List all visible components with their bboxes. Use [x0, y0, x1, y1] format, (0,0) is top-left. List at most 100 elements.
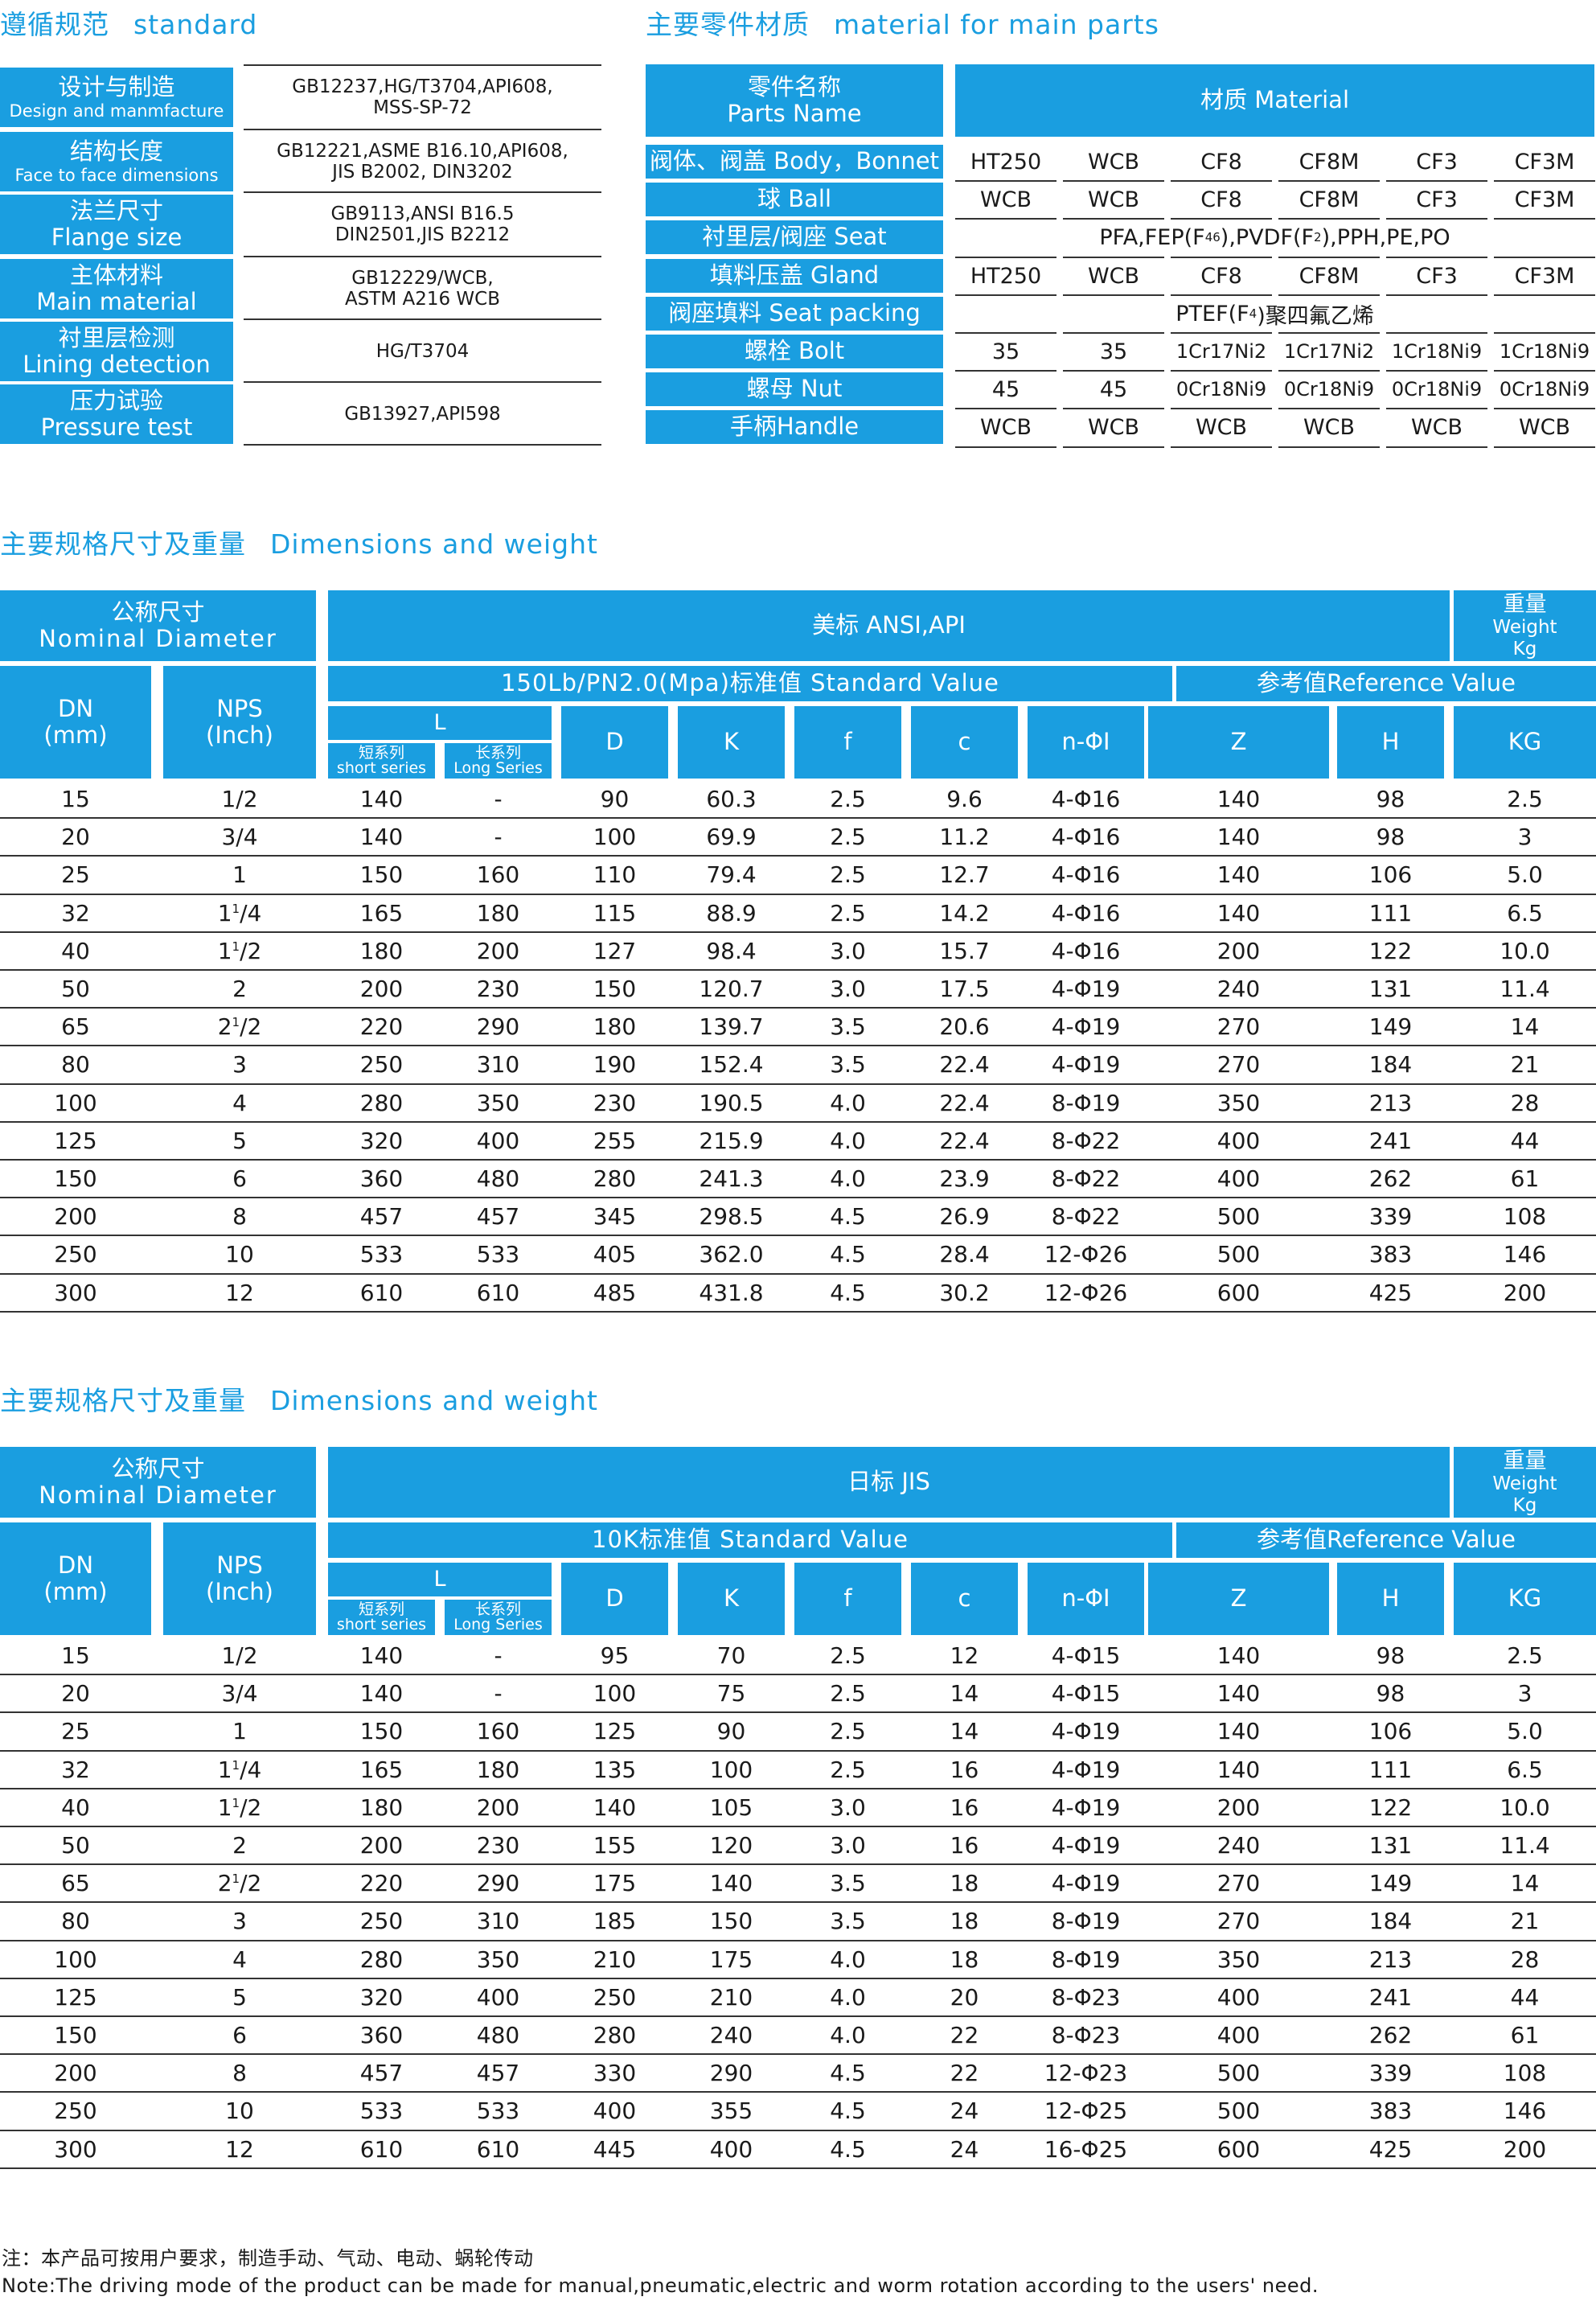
table-cell: 149: [1368, 1013, 1413, 1040]
material-value-cell: 45: [1099, 376, 1128, 402]
nps-label: NPS: [216, 1551, 263, 1579]
table-cell: 140: [1216, 861, 1261, 888]
table-cell: 3.0: [830, 937, 866, 964]
dn-label: DN: [57, 1551, 94, 1579]
table-cell: 270: [1216, 1869, 1261, 1896]
material-value-cell: 35: [991, 339, 1020, 364]
table-cell: 120: [709, 1831, 753, 1859]
table-cell: 200: [476, 1793, 520, 1821]
table-cell: 3.0: [830, 1831, 866, 1859]
material-value-cell: WCB: [1087, 187, 1140, 212]
table-cell: 98: [1376, 785, 1405, 812]
table-cell: 11/4: [163, 896, 316, 930]
table-cell: 40: [61, 1793, 90, 1821]
column-header: n-ΦI: [1028, 1563, 1144, 1635]
table-cell: 5.0: [1507, 1717, 1543, 1744]
table-cell: 12: [950, 1641, 979, 1669]
fraction-whole: 1: [217, 937, 232, 964]
table-cell: 4.0: [830, 1945, 866, 1973]
parts-name-header-en: Parts Name: [727, 100, 862, 127]
material-text: ),PPH,PE,PO: [1321, 224, 1450, 250]
table-cell: 18: [950, 1907, 979, 1934]
table-cell: 165: [359, 899, 404, 927]
material-value-cell: HT250: [970, 149, 1042, 175]
standard-value-line: DIN2501,JIS B2212: [334, 224, 511, 245]
standard-label-cell: 设计与制造 Design and manmfacture: [0, 68, 233, 127]
long-series-en: Long Series: [453, 759, 543, 777]
column-header: Z: [1148, 706, 1329, 779]
table-row-divider: [0, 1007, 1596, 1009]
table-cell: 350: [476, 1945, 520, 1973]
table-cell: 262: [1368, 2021, 1413, 2048]
standard-label-en: Pressure test: [40, 413, 193, 441]
table-cell: 280: [593, 2021, 637, 2048]
table-cell: 600: [1216, 2135, 1261, 2163]
table-cell: 4: [232, 1945, 247, 1973]
table-cell: 111: [1368, 1756, 1413, 1783]
material-row-divider: [1386, 257, 1487, 258]
table-row-divider: [0, 2130, 1596, 2131]
material-row-divider: [1171, 218, 1272, 220]
table-cell: 1/2: [221, 1641, 258, 1669]
table-cell: -: [494, 823, 503, 850]
fraction-value: 11/4: [218, 900, 262, 927]
long-series-cn: 长系列: [474, 1600, 521, 1618]
fraction-numerator: 1: [232, 1795, 240, 1810]
table-cell: 150: [359, 1717, 404, 1744]
material-value-cell: WCB: [1087, 414, 1140, 440]
material-row-divider: [1278, 218, 1380, 220]
table-cell: 20: [61, 823, 90, 850]
table-cell: 425: [1368, 1279, 1413, 1306]
materials-title-cn: 主要零件材质: [646, 9, 810, 40]
table-cell: 445: [593, 2135, 637, 2163]
table-cell: 14: [950, 1717, 979, 1744]
standard-label-cell: 结构长度 Face to face dimensions: [0, 132, 233, 191]
material-row-divider: [1494, 332, 1595, 334]
table-cell: 250: [359, 1050, 404, 1078]
table-cell: 4-Φ16: [1051, 823, 1121, 850]
table-cell: 200: [1503, 2135, 1547, 2163]
standard-value-cell: GB13927,API598: [244, 384, 601, 444]
table-cell: 149: [1368, 1869, 1413, 1896]
table-cell: 220: [359, 1869, 404, 1896]
table-cell: 213: [1368, 1945, 1413, 1973]
table-cell: 135: [593, 1756, 637, 1783]
table-cell: 20: [61, 1679, 90, 1707]
table-cell: 4.0: [830, 2021, 866, 2048]
table-cell: 17.5: [939, 975, 990, 1002]
table-cell: 280: [359, 1945, 404, 1973]
short-series-header: 短系列 short series: [328, 743, 435, 779]
table-cell: 12: [225, 2135, 254, 2163]
table-row-divider: [0, 855, 1596, 857]
table-cell: 4-Φ15: [1051, 1641, 1121, 1669]
table-cell: 21/2: [163, 1866, 316, 1900]
table-cell: 200: [476, 937, 520, 964]
fraction-value: 11/2: [218, 938, 262, 964]
table-cell: 457: [359, 1202, 404, 1230]
standard-value-cell: HG/T3704: [244, 322, 601, 381]
table-cell: 250: [54, 2097, 97, 2124]
standard-value-line: JIS B2002, DIN3202: [332, 162, 513, 183]
table-row-divider: [0, 1674, 1596, 1675]
table-cell: 22.4: [939, 1127, 990, 1154]
fraction-rest: /2: [240, 1869, 262, 1896]
table-cell: 100: [709, 1756, 753, 1783]
material-value-cell: CF8: [1200, 187, 1242, 212]
table-cell: 14: [1510, 1869, 1540, 1896]
table-cell: 4.0: [830, 1983, 866, 2011]
fraction-numerator: 1: [232, 1014, 240, 1029]
table-cell: 146: [1503, 2097, 1547, 2124]
long-series-header: 长系列 Long Series: [445, 1600, 552, 1635]
table-cell: 4.0: [830, 1127, 866, 1154]
column-header: D: [561, 1563, 668, 1635]
fraction-value: 21/2: [218, 1870, 262, 1896]
material-value-cell: WCB: [1518, 414, 1571, 440]
material-row-divider: [1386, 408, 1487, 409]
material-value-cell: 0Cr18Ni9: [1283, 378, 1375, 401]
material-value-cell: WCB: [1087, 263, 1140, 289]
table-row-divider: [0, 1788, 1596, 1789]
table-cell: 4: [232, 1089, 247, 1116]
long-series-cn: 长系列: [474, 744, 521, 762]
table-cell: 298.5: [699, 1202, 764, 1230]
table-cell: 8-Φ22: [1051, 1202, 1121, 1230]
